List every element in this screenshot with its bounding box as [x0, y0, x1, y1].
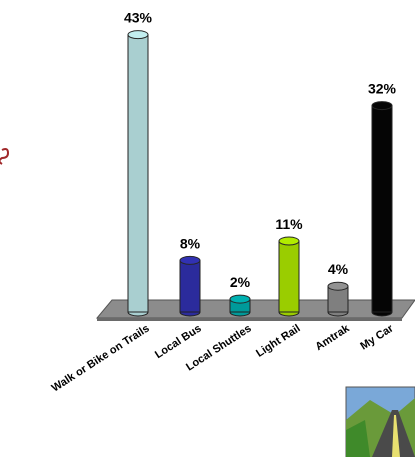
- value-label: 4%: [328, 261, 349, 277]
- value-label: 8%: [180, 235, 201, 251]
- x-tick-label: Walk or Bike on Trails: [50, 322, 152, 394]
- bar: [278, 240, 300, 313]
- bar-top: [278, 236, 300, 246]
- bar-top: [229, 294, 251, 304]
- bar-top: [327, 281, 349, 291]
- value-label: 2%: [230, 274, 251, 290]
- bar-top: [179, 255, 201, 265]
- bar: [371, 105, 393, 313]
- bar: [179, 259, 201, 313]
- x-tick-label: Light Rail: [254, 322, 303, 359]
- bar-top: [127, 30, 149, 40]
- x-tick-label: My Car: [358, 322, 396, 352]
- bar-top: [371, 101, 393, 111]
- bar: [127, 34, 149, 313]
- value-label: 43%: [124, 10, 153, 26]
- value-label: 32%: [368, 81, 397, 97]
- decoration: [0, 148, 10, 165]
- chart-floor-edge: [97, 318, 402, 321]
- value-label: 11%: [275, 216, 303, 232]
- x-tick-label: Amtrak: [313, 322, 352, 353]
- decorative-image: [345, 386, 415, 457]
